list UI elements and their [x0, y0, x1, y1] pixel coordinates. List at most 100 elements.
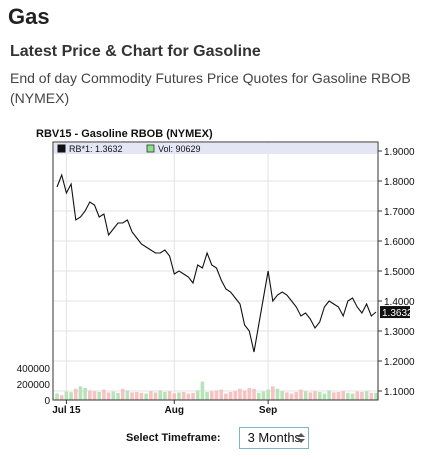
timeframe-control: Select Timeframe: 3 Months [126, 426, 309, 450]
volume-bar [163, 392, 167, 400]
volume-bar [97, 392, 102, 400]
volume-bar [149, 391, 153, 400]
price-tick-label: 1.9000 [384, 147, 415, 158]
page-title: Gas [8, 4, 50, 29]
volume-bar [317, 392, 322, 400]
volume-bar [111, 391, 116, 400]
price-tick-label: 1.4000 [384, 297, 415, 308]
volume-bar [233, 391, 238, 400]
volume-bar [360, 392, 364, 400]
volume-bar [134, 392, 139, 400]
volume-bar [242, 390, 247, 400]
volume-bar [308, 392, 313, 400]
volume-bar [275, 388, 280, 400]
volume-bar [186, 393, 191, 400]
price-tick-label: 1.3000 [384, 327, 415, 338]
volume-bar [102, 389, 106, 400]
price-tick-label: 1.6000 [384, 237, 415, 248]
select-arrows-icon [296, 430, 306, 446]
volume-bar [270, 386, 275, 400]
volume-bar [266, 389, 270, 400]
volume-bar [289, 393, 294, 400]
price-tick-label: 1.5000 [384, 267, 415, 278]
volume-bar [73, 388, 78, 400]
volume-bar [247, 388, 252, 400]
timeframe-select[interactable]: 3 Months [238, 427, 309, 449]
volume-bar [350, 393, 355, 400]
volume-bar [228, 392, 233, 400]
volume-bar [200, 381, 205, 400]
volume-bar [177, 392, 181, 400]
volume-bar [195, 390, 200, 400]
volume-bar [55, 393, 59, 400]
chart-title: RBV15 - Gasoline RBOB (NYMEX) [36, 128, 213, 140]
volume-bar [214, 390, 219, 400]
price-tick-label: 1.8000 [384, 177, 415, 188]
volume-bar [313, 391, 317, 400]
volume-bar [125, 390, 130, 400]
volume-bar [120, 388, 125, 400]
volume-bar [59, 395, 64, 400]
volume-bar [92, 391, 97, 400]
timeframe-label: Select Timeframe: [126, 432, 221, 444]
volume-bar [210, 391, 214, 400]
legend-price-label: RB*1: 1.3632 [69, 144, 123, 154]
section-subtitle: End of day Commodity Futures Price Quote… [10, 70, 411, 106]
legend-volume-label: Vol: 90629 [158, 144, 201, 154]
x-tick-label: Sep [259, 405, 277, 416]
volume-bar [106, 392, 111, 400]
volume-bar [167, 391, 172, 400]
volume-bar [322, 393, 327, 400]
volume-bar [64, 391, 69, 400]
volume-bar [83, 388, 87, 400]
price-line [56, 173, 377, 353]
price-tick-label: 1.7000 [384, 207, 415, 218]
volume-bar [369, 392, 374, 400]
volume-bar [252, 388, 256, 400]
volume-tick-label: 200000 [17, 380, 51, 391]
volume-bar [261, 391, 266, 400]
volume-bar [172, 393, 177, 400]
volume-bar [88, 390, 92, 400]
legend-price-swatch [57, 144, 66, 153]
volume-bar [374, 392, 378, 400]
volume-bar [341, 391, 345, 400]
volume-bar [355, 391, 360, 400]
price-chart: RBV15 - Gasoline RBOB (NYMEX) RB*1: 1.36… [0, 126, 424, 418]
legend-volume-swatch [146, 144, 155, 153]
legend-bar [54, 143, 377, 154]
volume-bar [181, 392, 186, 400]
section-heading: Latest Price & Chart for Gasoline [10, 43, 261, 60]
volume-bar [139, 392, 144, 400]
volume-bar [78, 386, 83, 400]
volume-bar [299, 389, 303, 400]
volume-bar [303, 391, 308, 400]
volume-bar [144, 393, 148, 400]
volume-bar [280, 391, 284, 400]
volume-bar [191, 392, 195, 400]
volume-bar [256, 392, 261, 400]
volume-bar [130, 392, 134, 400]
timeframe-selected-value: 3 Months [247, 430, 302, 445]
volume-bar [116, 392, 120, 400]
volume-bar [153, 392, 158, 400]
volume-bar [294, 392, 299, 400]
volume-bar [285, 392, 289, 400]
volume-bar [364, 391, 369, 400]
volume-bar [69, 392, 73, 400]
volume-bar [205, 392, 209, 400]
volume-bar [336, 392, 341, 400]
volume-tick-label: 400000 [17, 364, 51, 375]
price-tick-label: 1.1000 [384, 387, 415, 398]
volume-bar [224, 393, 228, 400]
last-price-marker [380, 306, 410, 319]
volume-bar [238, 388, 242, 400]
price-tick-label: 1.2000 [384, 357, 415, 368]
volume-bar [158, 390, 163, 400]
volume-bar [219, 389, 223, 400]
chart-canvas: RB*1: 1.3632 Vol: 90629 1.9000 1.8000 1.700… [17, 141, 415, 416]
volume-bar [331, 392, 336, 400]
x-tick-label: Jul 15 [52, 405, 81, 416]
last-price-label: 1.3632 [382, 308, 413, 319]
x-tick-label: Aug [165, 405, 184, 416]
